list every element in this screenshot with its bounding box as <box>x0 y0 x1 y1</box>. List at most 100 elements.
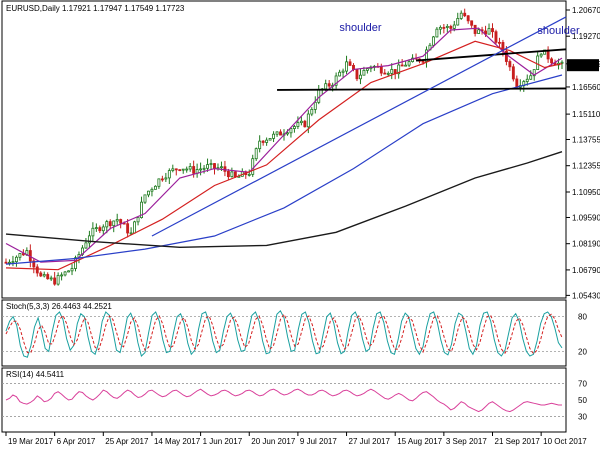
candle-body <box>178 169 182 172</box>
last-price-label: 1.17723 <box>569 61 598 70</box>
candle-body <box>327 83 331 87</box>
candle-body <box>365 68 369 71</box>
candle-body <box>536 55 540 70</box>
candle-body <box>60 274 64 277</box>
x-tick-label: 25 Apr 2017 <box>105 437 149 446</box>
candle-body <box>341 70 345 73</box>
candle-body <box>338 71 342 77</box>
candle-body <box>53 277 57 285</box>
price-y-tick-label: 1.09590 <box>572 213 600 222</box>
candle-body <box>164 177 168 180</box>
candle-body <box>296 122 300 127</box>
candle-body <box>286 132 289 135</box>
price-pane-frame <box>1 0 567 299</box>
chart-header-symbol: EURUSD,Daily 1.17921 1.17947 1.17549 1.1… <box>6 4 185 13</box>
stoch-pane-frame <box>1 299 567 367</box>
trend-line-ascending-trendline <box>151 16 567 237</box>
x-tick-label: 19 Mar 2017 <box>8 437 53 446</box>
candle-body <box>379 66 383 74</box>
candle-body <box>532 69 536 77</box>
candle-body <box>324 83 328 90</box>
candle-body <box>494 31 498 43</box>
candle-body <box>192 166 196 174</box>
x-tick-label: 1 Jun 2017 <box>203 437 243 446</box>
candle-body <box>94 227 98 230</box>
candle-body <box>511 66 515 80</box>
price-y-tick-label: 1.12355 <box>572 162 600 171</box>
candle-body <box>209 163 213 165</box>
candle-body <box>70 268 74 272</box>
stoch-y-tick-label: 20 <box>578 347 587 356</box>
candle-body <box>397 64 401 75</box>
candle-body <box>498 41 501 44</box>
candle-body <box>32 260 36 268</box>
candle-body <box>477 29 481 34</box>
candle-body <box>226 170 230 178</box>
candle-body <box>265 139 269 143</box>
price-y-tick-label: 1.20670 <box>572 6 600 15</box>
trend-line-support-line <box>277 87 567 91</box>
candle-body <box>442 27 446 29</box>
price-y-tick-label: 1.15110 <box>572 110 600 119</box>
moving-average-ma_short <box>5 27 563 263</box>
candle-body <box>438 27 442 30</box>
x-tick-label: 15 Aug 2017 <box>397 437 442 446</box>
candle-body <box>181 168 185 171</box>
candle-body <box>317 89 321 103</box>
candle-body <box>445 25 449 28</box>
x-tick-label: 6 Apr 2017 <box>57 437 96 446</box>
candle-body <box>91 227 95 237</box>
candle-body <box>230 171 234 178</box>
candle-body <box>400 64 404 67</box>
candle-body <box>98 227 102 232</box>
candle-body <box>272 133 276 139</box>
candle-body <box>550 58 554 64</box>
candle-body <box>157 178 161 187</box>
candle-body <box>515 78 519 88</box>
candle-body <box>456 18 460 26</box>
candle-body <box>133 221 137 234</box>
candle-body <box>188 166 192 170</box>
candle-body <box>174 168 178 171</box>
candle-body <box>42 274 46 277</box>
candle-body <box>147 190 150 196</box>
candle-body <box>233 171 237 178</box>
candle-body <box>473 24 477 34</box>
candle-body <box>303 120 307 128</box>
x-tick-label: 14 May 2017 <box>154 437 201 446</box>
rsi-title: RSI(14) 44.5411 <box>6 370 65 379</box>
candle-body <box>150 188 154 192</box>
candle-body <box>199 168 203 171</box>
candle-body <box>63 271 67 276</box>
candle-body <box>334 75 338 86</box>
moving-average-ma_mid <box>5 40 563 271</box>
candle-body <box>261 140 265 143</box>
candle-body <box>126 223 130 234</box>
candle-body <box>46 274 50 280</box>
trend-line-neckline-upper <box>415 48 567 62</box>
candle-body <box>452 24 456 29</box>
candle-body <box>251 158 255 175</box>
candle-body <box>359 74 362 80</box>
candle-body <box>421 60 425 63</box>
candle-body <box>279 131 282 136</box>
price-y-tick-label: 1.08190 <box>572 240 600 249</box>
candle-body <box>160 178 164 181</box>
x-tick-label: 3 Sep 2017 <box>446 437 487 446</box>
candle-body <box>220 166 223 169</box>
candle-body <box>115 219 119 222</box>
candle-body <box>407 61 411 66</box>
candle-body <box>140 201 143 219</box>
candle-body <box>539 53 543 57</box>
rsi-pane-frame <box>1 367 567 433</box>
candle-body <box>56 275 60 285</box>
price-y-tick-label: 1.16560 <box>572 83 600 92</box>
price-y-tick-label: 1.13755 <box>572 135 600 144</box>
candle-body <box>258 140 262 150</box>
candle-body <box>105 221 109 228</box>
rsi-y-tick-label: 50 <box>578 396 587 405</box>
rsi-y-tick-label: 70 <box>578 379 587 388</box>
candle-body <box>491 28 494 33</box>
candle-body <box>136 217 140 223</box>
